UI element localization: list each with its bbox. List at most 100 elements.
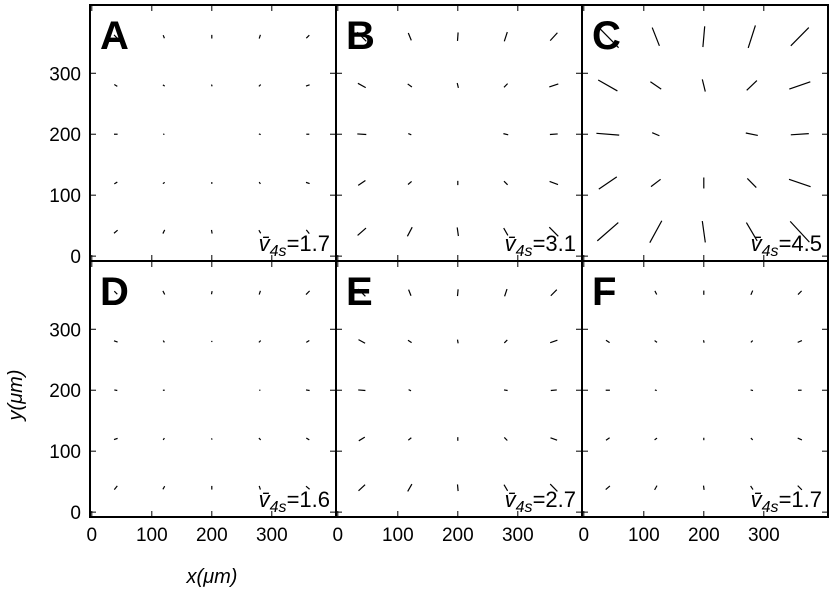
panel-label: D	[100, 270, 129, 314]
vector	[456, 227, 459, 237]
annotation-subscript: 4s	[516, 499, 533, 516]
vector	[605, 290, 611, 296]
x-tick-label: 100	[628, 525, 660, 546]
vector	[503, 339, 508, 344]
panel-label: A	[100, 14, 129, 58]
vector	[113, 229, 118, 234]
vector	[210, 438, 213, 440]
vector	[550, 289, 558, 297]
panel: 0 100 200 300 Av̄4s=1.7	[49, 4, 337, 268]
x-tick-label: 0	[579, 525, 590, 546]
vector	[162, 229, 166, 234]
y-tick-label: 0	[70, 247, 81, 268]
vector	[750, 485, 754, 490]
vector	[549, 133, 558, 136]
vector	[305, 340, 310, 343]
vector	[356, 31, 367, 42]
vector	[745, 132, 758, 137]
annotation-symbol: v̄	[259, 487, 272, 512]
vector	[305, 437, 310, 441]
vector	[162, 84, 166, 87]
vector	[790, 27, 810, 47]
annotation: v̄4s=2.7	[505, 487, 576, 516]
x-tick-label: 300	[748, 525, 780, 546]
vector	[357, 180, 366, 186]
vector	[162, 437, 165, 441]
vector	[258, 229, 262, 234]
vector	[654, 290, 658, 295]
vector	[503, 133, 509, 136]
vector	[113, 290, 118, 295]
vector	[654, 437, 658, 441]
x-tick-label: 200	[688, 525, 720, 546]
vector	[358, 484, 366, 492]
panel-label: B	[346, 14, 375, 58]
vector	[408, 289, 412, 296]
vector	[258, 437, 262, 441]
vector	[797, 437, 803, 441]
vector	[750, 437, 754, 441]
vector	[701, 79, 706, 92]
y-tick-label: 0	[70, 503, 81, 524]
panel: 0 100 200 300 0 100 200 300 Dv̄4s=1.6	[49, 260, 337, 546]
vector	[797, 339, 803, 343]
vector	[358, 389, 366, 392]
vector	[305, 229, 310, 234]
y-tick-label: 100	[49, 186, 81, 207]
vector	[407, 180, 412, 185]
vector	[596, 222, 619, 242]
annotation: v̄4s=1.6	[259, 487, 330, 516]
vector	[305, 389, 310, 392]
vector	[651, 132, 660, 137]
x-tick-label: 0	[333, 525, 344, 546]
annotation: v̄4s=1.7	[751, 487, 822, 516]
y-tick-label: 100	[49, 442, 81, 463]
annotation-value: =1.7	[287, 231, 330, 256]
x-tick-label: 0	[87, 525, 98, 546]
vector	[407, 483, 413, 492]
panel-frame	[335, 260, 583, 518]
vector	[701, 220, 706, 243]
vector	[649, 220, 663, 244]
annotation-symbol: v̄	[259, 231, 272, 256]
vector	[550, 389, 557, 392]
vector	[702, 340, 705, 343]
vector	[503, 484, 509, 492]
vector	[650, 178, 661, 188]
vector	[456, 32, 459, 42]
annotation-value: =4.5	[779, 231, 822, 256]
vector	[549, 32, 558, 42]
panel: Bv̄4s=3.1	[335, 4, 583, 262]
x-tick-label: 200	[196, 525, 228, 546]
panel: 0 100 200 300 Ev̄4s=2.7	[333, 260, 583, 546]
vector	[408, 389, 412, 392]
vector	[258, 133, 261, 136]
annotation-subscript: 4s	[270, 499, 287, 516]
vector	[407, 437, 412, 441]
vector	[407, 339, 412, 344]
annotation: v̄4s=1.7	[259, 231, 330, 260]
vector	[654, 389, 657, 392]
vector	[258, 485, 261, 490]
vector	[162, 485, 166, 490]
vector	[503, 31, 508, 42]
y-tick-label: 200	[49, 381, 81, 402]
y-tick-label: 300	[49, 64, 81, 85]
annotation-subscript: 4s	[516, 243, 533, 260]
vector	[650, 81, 662, 90]
vector	[651, 27, 660, 47]
vector	[456, 289, 459, 297]
panel-label: C	[592, 14, 621, 58]
annotation-symbol: v̄	[751, 487, 764, 512]
x-tick-label: 300	[502, 525, 534, 546]
vector	[747, 25, 756, 49]
vector	[210, 291, 213, 295]
vector	[408, 133, 412, 136]
annotation-value: =1.7	[779, 487, 822, 512]
vector	[605, 339, 610, 344]
vector	[504, 288, 508, 297]
panel-frame	[581, 260, 829, 518]
vector	[702, 26, 706, 48]
vector	[305, 181, 310, 185]
annotation-subscript: 4s	[762, 243, 779, 260]
